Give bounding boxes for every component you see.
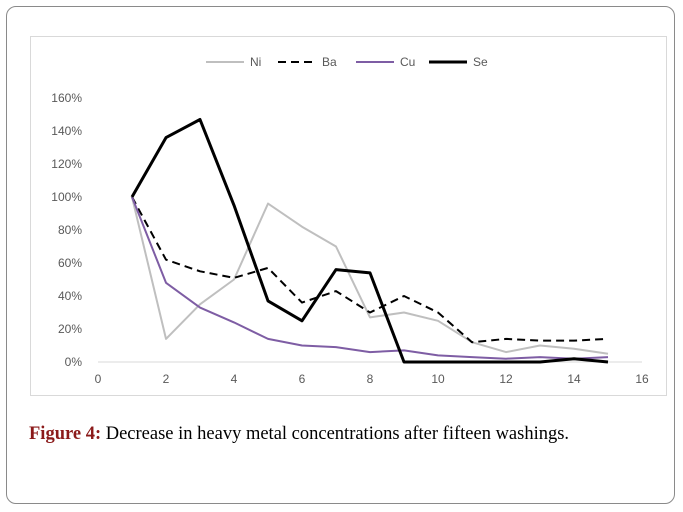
y-tick-label: 160% (51, 91, 82, 105)
x-tick-label: 0 (95, 372, 102, 386)
figure-label: Figure 4: (29, 424, 102, 444)
legend-label-ba: Ba (322, 55, 337, 69)
y-tick-label: 20% (58, 322, 82, 336)
x-tick-label: 4 (231, 372, 238, 386)
x-tick-label: 10 (431, 372, 445, 386)
y-tick-label: 100% (51, 190, 82, 204)
legend-label-ni: Ni (250, 55, 261, 69)
figure-frame (6, 6, 675, 504)
figure-caption: Figure 4: Decrease in heavy metal concen… (29, 421, 655, 448)
x-tick-label: 16 (635, 372, 649, 386)
legend-label-cu: Cu (400, 55, 415, 69)
x-tick-label: 2 (163, 372, 170, 386)
y-tick-label: 120% (51, 157, 82, 171)
legend-label-se: Se (473, 55, 488, 69)
y-tick-label: 140% (51, 124, 82, 138)
x-tick-label: 6 (299, 372, 306, 386)
y-tick-label: 60% (58, 256, 82, 270)
y-tick-label: 40% (58, 289, 82, 303)
series-line-cu (131, 196, 609, 360)
x-tick-label: 8 (367, 372, 374, 386)
series-line-ni (131, 196, 609, 355)
y-tick-label: 80% (58, 223, 82, 237)
series-line-se (130, 118, 609, 364)
y-tick-label: 0% (65, 355, 83, 369)
figure-caption-text: Decrease in heavy metal concentrations a… (105, 424, 570, 444)
x-tick-label: 12 (499, 372, 513, 386)
x-tick-label: 14 (567, 372, 581, 386)
series-line-ba (131, 196, 609, 344)
